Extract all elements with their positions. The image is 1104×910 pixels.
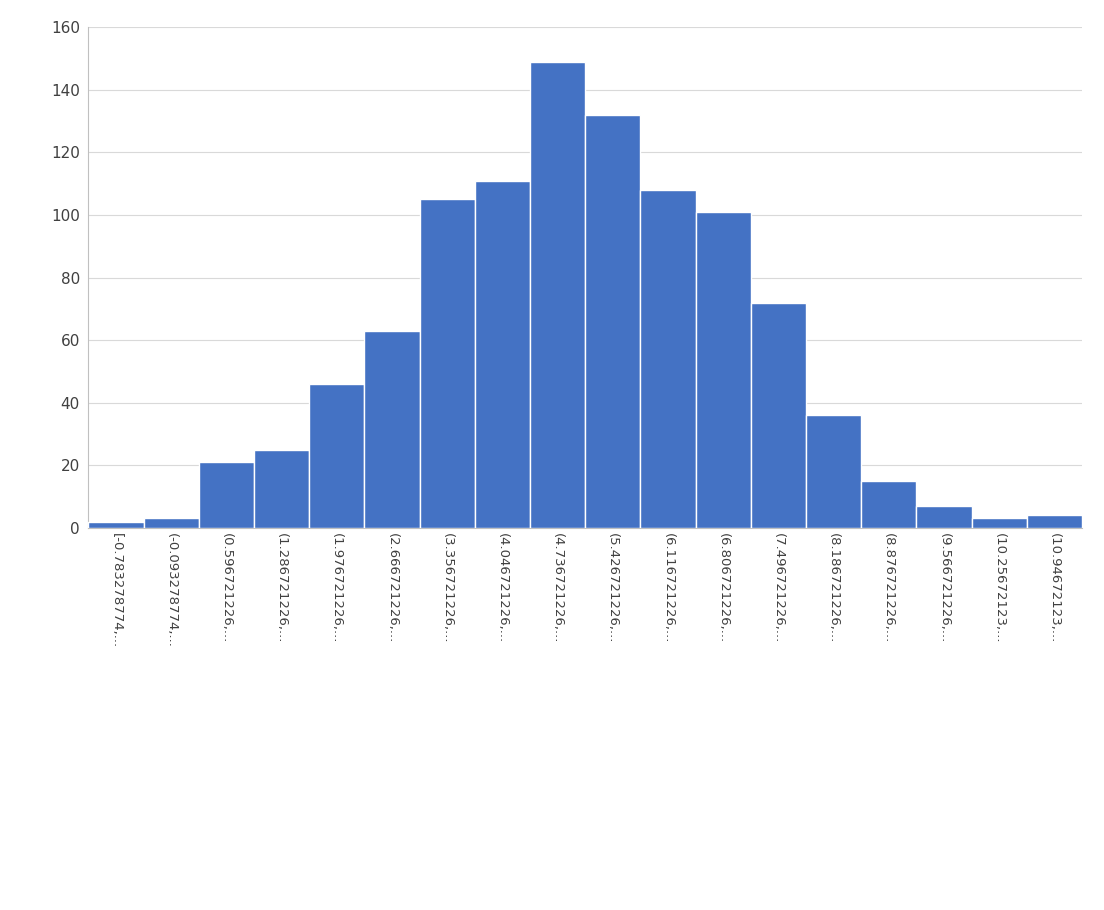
- Bar: [640, 190, 696, 528]
- Bar: [309, 384, 364, 528]
- Bar: [254, 450, 309, 528]
- Bar: [972, 519, 1027, 528]
- Bar: [88, 521, 144, 528]
- Bar: [751, 302, 806, 528]
- Bar: [530, 62, 585, 528]
- Bar: [475, 180, 530, 528]
- Bar: [420, 199, 475, 528]
- Bar: [585, 115, 640, 528]
- Bar: [364, 330, 420, 528]
- Bar: [916, 506, 972, 528]
- Bar: [199, 462, 254, 528]
- Bar: [861, 480, 916, 528]
- Bar: [144, 519, 199, 528]
- Bar: [806, 415, 861, 528]
- Bar: [1027, 515, 1082, 528]
- Bar: [696, 212, 751, 528]
